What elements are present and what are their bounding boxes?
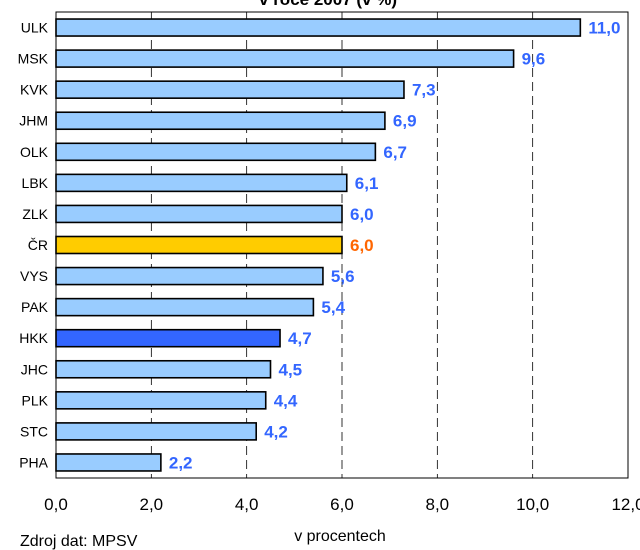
value-label: 4,7 [288, 329, 312, 348]
bar [55, 422, 257, 441]
bar [55, 359, 272, 379]
value-label: 2,2 [169, 453, 193, 472]
x-tick-label: 8,0 [426, 495, 450, 514]
category-label: LBK [22, 175, 49, 191]
value-label: 4,4 [274, 391, 298, 410]
bar [55, 266, 324, 286]
bar [55, 453, 162, 472]
x-tick-label: 10,0 [516, 495, 549, 514]
category-label: PHA [19, 454, 48, 470]
category-label: HKK [19, 330, 48, 346]
value-label: 5,6 [331, 267, 355, 286]
value-label: 4,5 [279, 360, 303, 379]
x-tick-labels: 0,0 2,0 4,0 6,0 8,0 10,0 12,0 [44, 495, 640, 514]
chart-title: v roce 2007 (v %) [259, 0, 397, 9]
value-label: 6,0 [350, 205, 374, 224]
x-tick-label: 2,0 [140, 495, 164, 514]
category-label: VYS [20, 268, 48, 284]
x-tick-label: 4,0 [235, 495, 259, 514]
category-label: KVK [20, 82, 49, 98]
x-tick-label: 6,0 [330, 495, 354, 514]
category-label: MSK [18, 51, 49, 67]
plot-frame [55, 11, 629, 479]
category-label: ČR [28, 237, 48, 253]
category-label: JHC [21, 361, 48, 377]
value-label: 5,4 [321, 298, 345, 317]
value-label: 6,0 [350, 236, 374, 255]
bar [55, 80, 405, 99]
bar [55, 142, 377, 162]
category-labels: ULK MSK KVK JHM OLK LBK ZLK ČR VYS PAK HKK JHC PLK ST… [18, 20, 49, 471]
category-label: OLK [20, 144, 49, 160]
bar [55, 391, 267, 410]
category-label: ZLK [22, 206, 48, 222]
bars [55, 18, 582, 472]
category-label: ULK [21, 20, 49, 36]
bar [55, 111, 386, 131]
bar [55, 297, 315, 317]
category-label: PAK [21, 299, 49, 315]
value-label: 6,9 [393, 112, 417, 131]
bar [55, 18, 582, 37]
x-tick-label: 0,0 [44, 495, 68, 514]
category-label: STC [20, 423, 48, 439]
source-note: Zdroj dat: MPSV [20, 533, 138, 550]
value-label: 11,0 [588, 19, 620, 38]
value-labels: 11,0 9,6 7,3 6,9 6,76,1 6,0 6,0 5,6 5,4 4,7 4,5 4,4… [169, 19, 621, 473]
value-label: 6,7 [383, 143, 407, 162]
value-label: 6,1 [355, 174, 379, 193]
bar [55, 49, 515, 68]
value-label: 9,6 [522, 50, 546, 69]
category-label: PLK [22, 392, 49, 408]
bar [55, 235, 343, 255]
x-tick-label: 12,0 [611, 495, 640, 514]
bar [55, 173, 348, 193]
bar [55, 204, 343, 224]
bar [55, 328, 281, 348]
value-label: 7,3 [412, 81, 436, 100]
value-label: 4,2 [264, 422, 288, 441]
category-label: JHM [19, 113, 48, 129]
x-axis-label: v procentech [294, 528, 386, 545]
